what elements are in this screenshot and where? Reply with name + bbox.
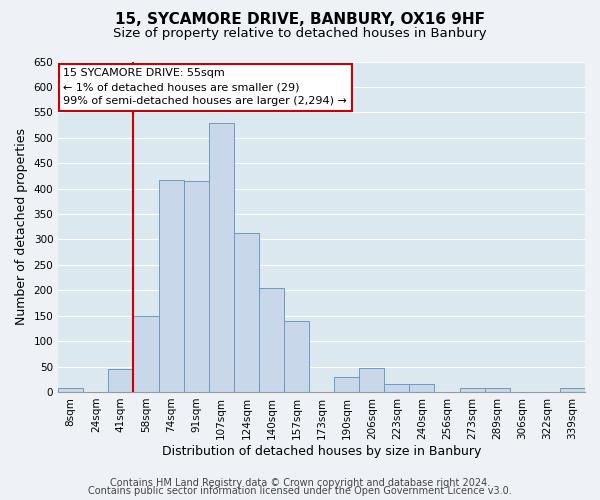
Text: 15, SYCAMORE DRIVE, BANBURY, OX16 9HF: 15, SYCAMORE DRIVE, BANBURY, OX16 9HF [115, 12, 485, 28]
Bar [385, 384, 409, 392]
Bar [58, 388, 83, 392]
Bar [560, 388, 585, 392]
Text: 15 SYCAMORE DRIVE: 55sqm
← 1% of detached houses are smaller (29)
99% of semi-de: 15 SYCAMORE DRIVE: 55sqm ← 1% of detache… [64, 68, 347, 106]
Bar [409, 384, 434, 392]
Bar [184, 181, 209, 392]
Bar [334, 376, 359, 392]
Text: Contains public sector information licensed under the Open Government Licence v3: Contains public sector information licen… [88, 486, 512, 496]
Bar [209, 122, 234, 392]
Bar [234, 233, 259, 392]
Bar [109, 369, 133, 392]
Bar [259, 288, 284, 392]
Y-axis label: Number of detached properties: Number of detached properties [15, 128, 28, 325]
Bar [359, 368, 385, 392]
Bar [460, 388, 485, 392]
Text: Size of property relative to detached houses in Banbury: Size of property relative to detached ho… [113, 28, 487, 40]
X-axis label: Distribution of detached houses by size in Banbury: Distribution of detached houses by size … [162, 444, 481, 458]
Bar [158, 180, 184, 392]
Bar [284, 321, 309, 392]
Bar [485, 388, 510, 392]
Text: Contains HM Land Registry data © Crown copyright and database right 2024.: Contains HM Land Registry data © Crown c… [110, 478, 490, 488]
Bar [133, 316, 158, 392]
